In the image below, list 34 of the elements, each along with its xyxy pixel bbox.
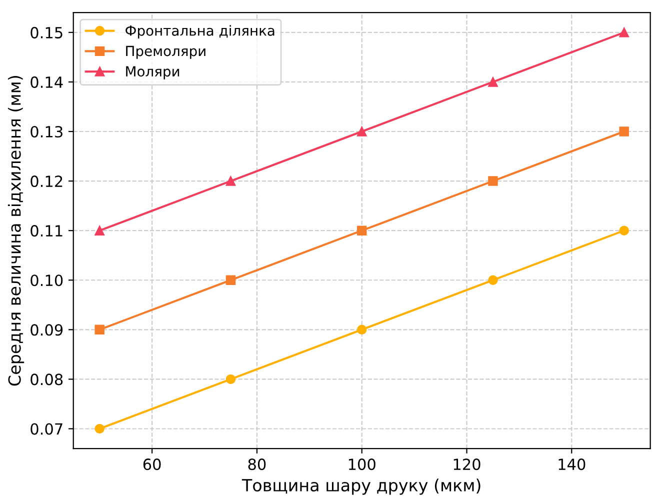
legend-label: Фронтальна ділянка bbox=[126, 25, 274, 39]
point bbox=[226, 176, 236, 186]
point bbox=[356, 126, 367, 136]
point bbox=[226, 374, 236, 384]
x-tick-label: 100 bbox=[348, 458, 376, 470]
y-tick-label: 0.07 bbox=[30, 423, 62, 435]
y-tick-label: 0.12 bbox=[30, 176, 62, 188]
y-tick-label: 0.10 bbox=[30, 274, 63, 286]
point bbox=[94, 324, 104, 335]
legend-label: Премоляри bbox=[126, 46, 206, 59]
point bbox=[488, 275, 498, 285]
x-tick-label: 60 bbox=[143, 458, 161, 470]
point bbox=[356, 226, 367, 236]
point bbox=[356, 324, 367, 335]
y-tick-label: 0.09 bbox=[30, 324, 63, 336]
y-tick-label: 0.08 bbox=[30, 374, 63, 386]
point bbox=[619, 226, 629, 236]
x-tick-label: 80 bbox=[248, 458, 266, 470]
legend-label: Моляри bbox=[126, 66, 180, 80]
point bbox=[619, 126, 629, 136]
point bbox=[619, 28, 629, 38]
point bbox=[488, 176, 498, 186]
y-tick-label: 0.14 bbox=[30, 76, 63, 88]
point bbox=[94, 226, 104, 236]
point bbox=[94, 424, 104, 434]
y-axis-title: Середня величина відхилення (мм) bbox=[8, 76, 24, 386]
point bbox=[488, 77, 498, 87]
x-tick-label: 120 bbox=[454, 458, 480, 470]
point bbox=[226, 275, 236, 285]
x-axis-title: Товщина шару друку (мкм) bbox=[242, 478, 480, 495]
y-tick-label: 0.13 bbox=[30, 126, 62, 138]
y-tick-label: 0.15 bbox=[30, 26, 62, 38]
x-tick-label: 140 bbox=[558, 458, 586, 470]
y-tick-label: 0.11 bbox=[30, 225, 62, 237]
